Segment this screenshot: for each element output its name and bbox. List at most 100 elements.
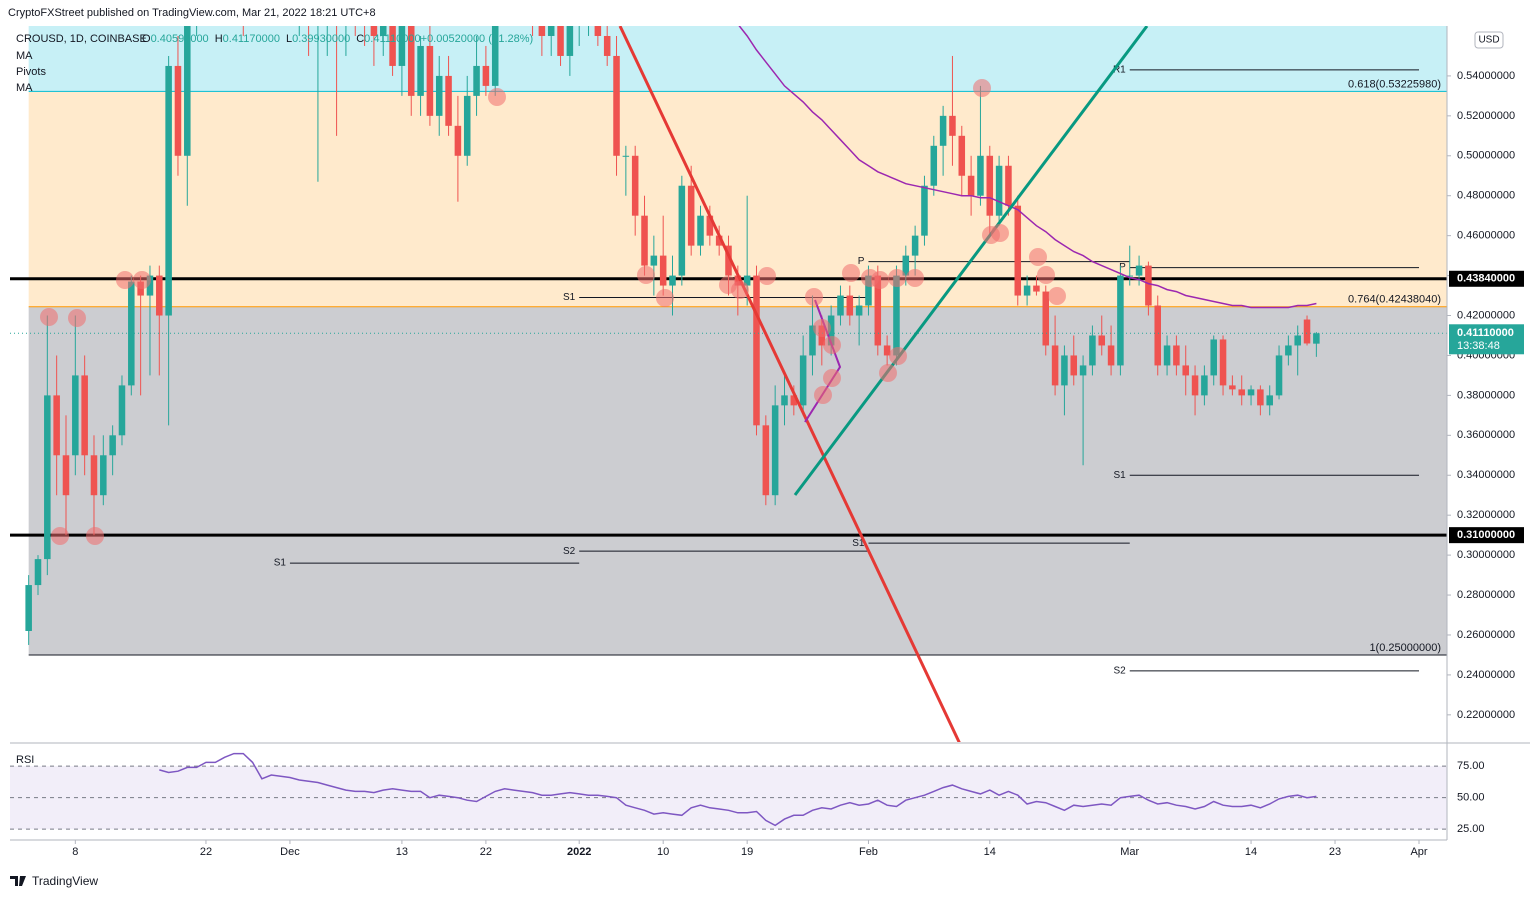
pivot-label: S1 [852,538,865,549]
fib-label: 1(0.25000000) [1369,642,1441,654]
quote-key: H [215,33,223,45]
candle-body [995,165,1003,216]
candle-body [949,115,956,136]
candle-body [1051,345,1059,386]
quote-value: 0.39930000 [292,33,350,45]
fib-label: 0.618(0.53225980) [1348,78,1441,90]
candle-body [641,215,648,266]
candle-body [911,235,919,256]
candle-body [1173,345,1180,366]
candle-body [1303,319,1311,344]
candle-body [762,425,770,496]
x-tick-label: 19 [741,846,753,858]
candle-body [1313,333,1320,344]
candle-body [1098,335,1106,346]
indicator: MA [16,82,33,94]
candle-body [398,26,406,66]
y-tick-label: 0.34000000 [1457,469,1515,481]
touch-circles [40,79,1066,545]
quote-value: 0.41110000 [364,33,420,45]
candle-body [659,255,667,286]
candle-body [883,345,891,356]
level-tag-label: 0.31000000 [1457,529,1515,541]
indicator: MA [16,50,33,62]
candle-body [1079,365,1087,376]
candle-body [1117,275,1124,366]
rsi-line [159,752,1317,827]
x-tick-label: Dec [280,846,300,858]
pivot-label: S1 [274,558,287,569]
candle-body [34,559,42,586]
candle-body [594,26,602,36]
candle-body [370,26,378,36]
candle-body [837,295,844,316]
candle-body [118,385,126,436]
candle-body [697,215,704,246]
candle-body [967,175,975,196]
candle-body [1033,285,1040,292]
y-tick-label: 0.26000000 [1457,629,1515,641]
pivot-label: S1 [1114,470,1127,481]
candle-body [566,26,574,56]
candle-body [1042,291,1050,346]
candle-body [1005,165,1012,206]
candle-body [725,245,732,276]
pivot-label: S2 [1114,666,1127,677]
quote: O0.40590000 H0.41170000 L0.39930000 C0.4111… [142,33,533,45]
candle-body [855,305,863,316]
candle-body [1294,335,1301,346]
candle-body [463,95,471,156]
rsi-tick-label: 25.00 [1457,823,1485,835]
last-price-tag [1449,324,1524,355]
x-tick-label: 23 [1329,846,1341,858]
y-tick-label: 0.28000000 [1457,589,1515,601]
candle-body [977,155,984,196]
x-tick-label: 8 [72,846,78,858]
y-tick-label: 0.24000000 [1457,669,1515,681]
candle-body [100,455,107,496]
candle-body [1182,365,1189,376]
y-tick-label: 0.48000000 [1457,190,1515,202]
candle-body [174,65,182,156]
candle-body [1191,375,1199,396]
rsi-tick-label: 75.00 [1457,760,1485,772]
candle-body [1163,345,1171,366]
candle-body [846,295,854,316]
level-tag [1449,527,1524,544]
candle-body [1247,389,1255,396]
candle-body [1070,355,1078,376]
y-tick-label: 0.38000000 [1457,389,1515,401]
trend-line [793,26,1149,496]
candle-body [1061,355,1068,386]
candle-body [930,145,938,186]
candle-body [557,26,564,56]
x-tick-label: 2022 [567,846,591,858]
candle-body [1107,345,1115,366]
pivot-label: P [1119,262,1126,273]
candle-body [435,75,443,116]
candle-body [986,155,994,216]
candle-body [1201,375,1208,396]
x-tick-label: 10 [657,846,669,858]
level-tag-label: 0.43840000 [1457,273,1515,285]
candle-body [576,16,583,26]
candle-body [1257,389,1264,406]
y-tick-label: 0.50000000 [1457,150,1515,162]
currency-badge[interactable] [1474,31,1504,49]
candle-body [109,435,116,456]
candle-body [1219,339,1227,386]
candle-body [1126,275,1134,277]
candle-body [53,395,60,456]
x-tick-label: Feb [859,846,878,858]
candle-body [146,275,154,296]
y-tick-label: 0.30000000 [1457,549,1515,561]
candle-body [547,26,555,36]
candle-body [473,65,480,96]
last-price-label: 0.41110000 [1457,327,1514,339]
fib-zone [28,306,1447,655]
candle-body [715,235,723,246]
candle-body [603,35,611,56]
indicator: Pivots [16,66,46,78]
